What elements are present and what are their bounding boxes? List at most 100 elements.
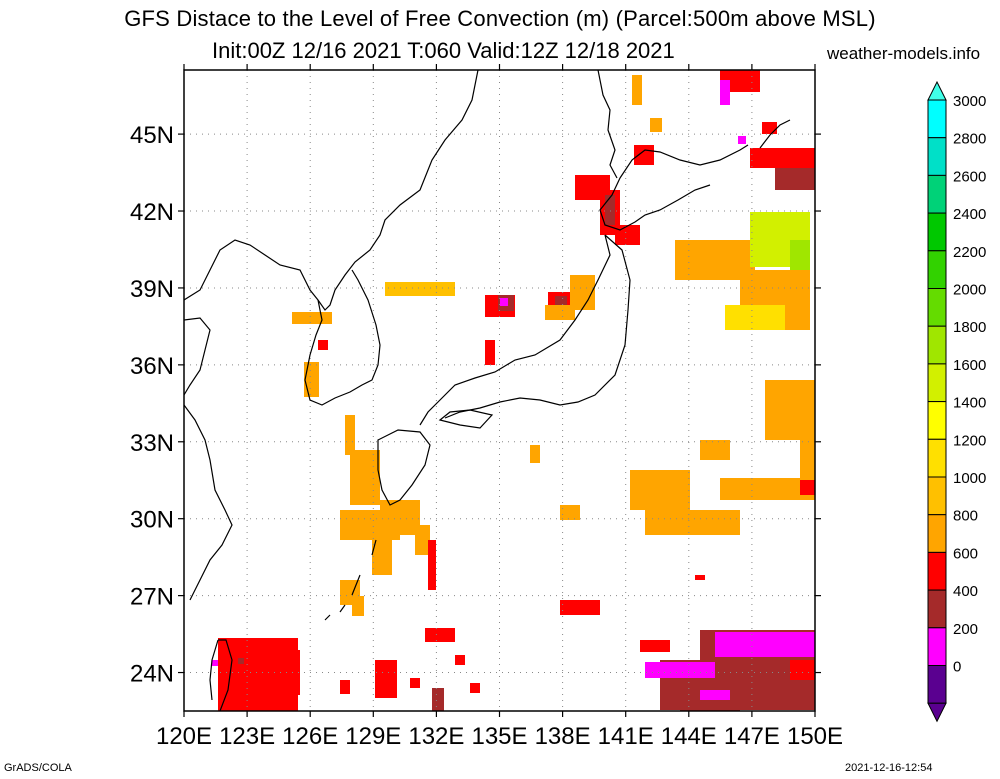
lat-tick-label: 39N bbox=[130, 276, 174, 303]
lfc-cell bbox=[640, 640, 670, 652]
colorbar-label: 1800 bbox=[953, 319, 986, 336]
lfc-cell bbox=[432, 688, 444, 711]
colorbar-label: 2800 bbox=[953, 131, 986, 148]
colorbar-label: 1200 bbox=[953, 432, 986, 449]
lfc-cell bbox=[750, 148, 815, 168]
lfc-cell bbox=[350, 450, 380, 505]
lfc-cell bbox=[700, 440, 730, 460]
lfc-cell bbox=[560, 505, 580, 520]
lon-tick-label: 129E bbox=[345, 723, 401, 750]
colorbar-label: 0 bbox=[953, 659, 961, 676]
colorbar-segment bbox=[927, 401, 947, 440]
lon-tick-label: 123E bbox=[219, 723, 275, 750]
colorbar-segment bbox=[927, 99, 947, 139]
coast-mainland bbox=[184, 70, 479, 311]
lfc-cell bbox=[485, 340, 495, 365]
lat-tick-label: 27N bbox=[130, 584, 174, 611]
lon-tick-label: 147E bbox=[724, 723, 780, 750]
lfc-cell bbox=[380, 500, 420, 535]
colorbar-segment bbox=[927, 665, 947, 704]
colorbar-segment bbox=[927, 325, 947, 365]
colorbar-segment bbox=[927, 288, 947, 327]
lfc-cell bbox=[790, 240, 810, 270]
lon-tick-label: 126E bbox=[282, 723, 338, 750]
lfc-cell bbox=[715, 632, 815, 657]
lon-axis: 120E 123E 126E 129E 132E 135E 138E 141E 144E 147E… bbox=[156, 64, 843, 750]
lon-tick-label: 150E bbox=[787, 723, 843, 750]
lfc-cell bbox=[372, 540, 392, 575]
colorbar-segment bbox=[927, 627, 947, 666]
grid-lines bbox=[184, 70, 815, 711]
coast-shikoku bbox=[438, 409, 494, 429]
coast-hokkaido bbox=[599, 144, 749, 231]
lat-tick-label: 42N bbox=[130, 199, 174, 226]
coast-china bbox=[184, 317, 233, 601]
lfc-cell bbox=[790, 660, 815, 680]
coast-kyushu bbox=[377, 429, 431, 506]
lfc-cell bbox=[720, 478, 815, 500]
colorbar-label: 2600 bbox=[953, 168, 986, 185]
lfc-cell bbox=[800, 480, 815, 495]
footer-timestamp: 2021-12-16-12:54 bbox=[845, 762, 933, 774]
lat-tick-label: 30N bbox=[130, 507, 174, 534]
lfc-cell bbox=[500, 298, 508, 306]
lfc-cell bbox=[700, 690, 730, 700]
lfc-field-layer bbox=[212, 70, 815, 711]
lfc-cell bbox=[605, 195, 615, 225]
lfc-cell bbox=[238, 658, 244, 664]
lfc-cell bbox=[634, 145, 654, 165]
lfc-cell bbox=[720, 80, 730, 105]
lfc-cell bbox=[304, 362, 319, 397]
lfc-cell bbox=[775, 168, 815, 190]
lfc-cell bbox=[645, 510, 740, 535]
lfc-cell bbox=[560, 600, 600, 615]
lfc-cell bbox=[428, 540, 436, 590]
colorbar-label: 2400 bbox=[953, 206, 986, 223]
coast-kuril bbox=[759, 119, 791, 149]
colorbar-segment bbox=[927, 137, 947, 176]
lfc-cell bbox=[340, 680, 350, 694]
coast-korea bbox=[304, 269, 381, 406]
site-credit[interactable]: weather-models.info bbox=[827, 44, 981, 63]
lfc-cell bbox=[555, 296, 567, 306]
colorbar-label: 3000 bbox=[953, 93, 986, 110]
colorbar-segment bbox=[927, 476, 947, 516]
colorbar-segment bbox=[927, 514, 947, 553]
colorbar-label: 600 bbox=[953, 545, 978, 562]
lfc-cell bbox=[375, 660, 397, 698]
colorbar-label: 1400 bbox=[953, 395, 986, 412]
lfc-cell bbox=[725, 305, 785, 330]
coast-ryukyu bbox=[324, 539, 377, 621]
chart-subtitle: Init:00Z 12/16 2021 T:060 Valid:12Z 12/1… bbox=[212, 38, 675, 63]
footer-software: GrADS/COLA bbox=[4, 762, 72, 774]
lfc-cell bbox=[385, 282, 455, 296]
lfc-cell bbox=[570, 275, 595, 310]
colorbar-label: 2000 bbox=[953, 282, 986, 299]
lon-tick-label: 141E bbox=[598, 723, 654, 750]
lfc-cell bbox=[455, 655, 465, 665]
colorbar: 0 200 400 600 800 1000 1200 1400 1600 1800 2000 220… bbox=[927, 80, 986, 723]
colorbar-label: 200 bbox=[953, 621, 978, 638]
chart-title: GFS Distace to the Level of Free Convect… bbox=[124, 6, 876, 31]
lfc-cell bbox=[212, 660, 218, 666]
colorbar-label: 1000 bbox=[953, 470, 986, 487]
lat-tick-label: 24N bbox=[130, 661, 174, 688]
colorbar-label: 400 bbox=[953, 583, 978, 600]
lfc-cell bbox=[318, 340, 328, 350]
lat-tick-label: 36N bbox=[130, 353, 174, 380]
lfc-cell bbox=[470, 683, 480, 693]
colorbar-segment bbox=[927, 551, 947, 591]
lon-tick-label: 135E bbox=[471, 723, 527, 750]
colorbar-label: 1600 bbox=[953, 357, 986, 374]
lat-axis: 24N 27N 30N 33N 36N 39N 42N 45N bbox=[130, 122, 821, 688]
colorbar-segment bbox=[927, 212, 947, 252]
lfc-cell bbox=[410, 678, 420, 688]
lon-tick-label: 120E bbox=[156, 723, 212, 750]
colorbar-label: 2200 bbox=[953, 244, 986, 261]
lfc-cell bbox=[292, 312, 332, 324]
lfc-cell bbox=[695, 575, 705, 580]
colorbar-segment bbox=[927, 589, 947, 629]
colorbar-segment bbox=[927, 438, 947, 478]
lfc-cell bbox=[345, 415, 355, 455]
